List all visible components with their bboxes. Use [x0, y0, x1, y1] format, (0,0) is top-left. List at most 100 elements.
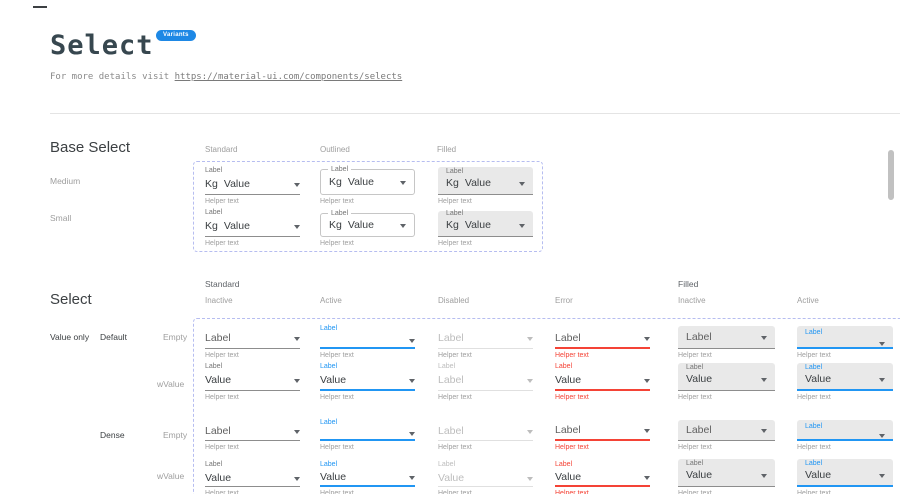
dropdown-arrow-icon [527, 476, 533, 484]
col-inactive: Inactive [205, 296, 233, 305]
select-control[interactable]: Label Kg Value [438, 210, 533, 237]
col-filled-inactive: Inactive [678, 296, 706, 305]
row-variant-empty: Empty [163, 430, 188, 440]
helper-text: Helper text [555, 394, 589, 401]
select-label: Label [320, 419, 338, 426]
select-placeholder: Label [205, 425, 231, 437]
select-control[interactable]: Value [555, 374, 650, 391]
select-control[interactable]: Label Value [797, 363, 893, 391]
base-col-filled: Filled [437, 145, 457, 154]
select-label: Label [686, 460, 704, 467]
select-value: Value [686, 373, 713, 385]
select-control[interactable]: Label [555, 332, 650, 349]
select-control: Label [438, 374, 533, 391]
select-label: Label [446, 168, 464, 175]
select-value: Value [223, 220, 250, 232]
dropdown-arrow-icon [409, 476, 415, 483]
select-filled-active-empty-dense: Label Helper text [797, 420, 893, 452]
select-adornment: Kg [329, 175, 342, 188]
select-value: Value [805, 469, 832, 481]
select-control[interactable] [320, 430, 415, 441]
select-control[interactable]: Label Value [678, 363, 775, 391]
select-label: Label [805, 364, 823, 371]
dropdown-arrow-icon [400, 223, 406, 231]
dropdown-arrow-icon [519, 224, 525, 231]
helper-text: Helper text [678, 394, 712, 401]
select-control[interactable]: Label [797, 326, 893, 349]
select-label: Label [686, 364, 704, 371]
select-label: Label [438, 461, 456, 468]
select-label: Label [320, 461, 338, 468]
base-select-section-title: Base Select [50, 139, 131, 156]
dropdown-arrow-icon [294, 183, 300, 190]
helper-text: Helper text [320, 240, 354, 247]
select-control[interactable]: Value [555, 471, 650, 487]
subtitle-text: For more details visit [50, 72, 175, 82]
select-control[interactable]: Value [205, 374, 300, 391]
select-standard-active-empty: Label Helper text [320, 325, 415, 360]
dropdown-arrow-icon [879, 378, 885, 385]
select-standard-error-empty: Label Helper text [555, 326, 650, 360]
helper-text: Helper text [320, 394, 354, 401]
helper-text: Helper text [678, 444, 712, 451]
helper-text: Helper text [320, 444, 354, 451]
helper-text: Helper text [205, 198, 239, 205]
vertical-scrollbar[interactable] [888, 150, 894, 200]
select-control[interactable]: Value [320, 471, 415, 487]
dropdown-arrow-icon [644, 476, 650, 483]
select-placeholder: Label [555, 332, 581, 344]
select-control[interactable]: Label Kg Value [320, 166, 415, 195]
select-value: Value [320, 374, 347, 386]
select-control[interactable]: Value [205, 472, 300, 487]
dropdown-arrow-icon [527, 379, 533, 386]
toolbar-fragment [33, 6, 47, 8]
select-label: Label [328, 210, 352, 218]
select-standard-disabled-wvalue-dense: Label Value Helper text [438, 461, 533, 494]
select-control[interactable]: Label [555, 424, 650, 441]
select-standard-error-wvalue: Label Value Helper text [555, 363, 650, 402]
select-control[interactable]: Label [205, 332, 300, 349]
select-value: Value [438, 471, 465, 484]
select-value: Value [805, 373, 832, 385]
dropdown-arrow-icon [400, 180, 406, 188]
select-adornment: Kg [446, 177, 459, 189]
docs-link[interactable]: https://material-ui.com/components/selec… [174, 72, 403, 82]
select-control[interactable]: Kg Value [205, 220, 300, 237]
dropdown-arrow-icon [761, 378, 767, 385]
dropdown-arrow-icon [644, 379, 650, 386]
select-control[interactable]: Label [678, 420, 775, 441]
select-label: Label [438, 363, 456, 370]
dropdown-arrow-icon [761, 474, 767, 481]
select-label: Label [555, 363, 573, 370]
select-control[interactable]: Label Kg Value [438, 167, 533, 195]
base-filled-medium: Label Kg Value Helper text [438, 164, 533, 206]
select-adornment: Kg [329, 218, 342, 231]
select-control[interactable] [320, 336, 415, 349]
select-control[interactable]: Label Value [678, 459, 775, 487]
select-control[interactable]: Label [797, 420, 893, 441]
select-value: Label [438, 374, 464, 386]
dropdown-arrow-icon [879, 474, 885, 481]
select-control[interactable]: Label Value [797, 459, 893, 487]
select-control: Label [438, 425, 533, 441]
helper-text: Helper text [555, 490, 589, 494]
select-control[interactable]: Value [320, 374, 415, 391]
helper-text: Helper text [438, 352, 472, 359]
select-label: Label [328, 166, 352, 174]
select-label: Label [320, 325, 338, 332]
variants-badge: Variants [156, 30, 196, 41]
select-filled-inactive-wvalue: Label Value Helper text [678, 363, 775, 402]
helper-text: Helper text [438, 444, 472, 451]
col-disabled: Disabled [438, 296, 470, 305]
select-control[interactable]: Label [205, 425, 300, 441]
helper-text: Helper text [555, 352, 589, 359]
select-control[interactable]: Kg Value [205, 178, 300, 195]
helper-text: Helper text [320, 198, 354, 205]
select-control[interactable]: Label Kg Value [320, 210, 415, 237]
helper-text: Helper text [438, 394, 472, 401]
select-control[interactable]: Label [678, 326, 775, 349]
dropdown-arrow-icon [294, 225, 300, 232]
select-value: Value [555, 471, 582, 483]
col-error: Error [555, 296, 573, 305]
select-value: Value [347, 218, 374, 231]
